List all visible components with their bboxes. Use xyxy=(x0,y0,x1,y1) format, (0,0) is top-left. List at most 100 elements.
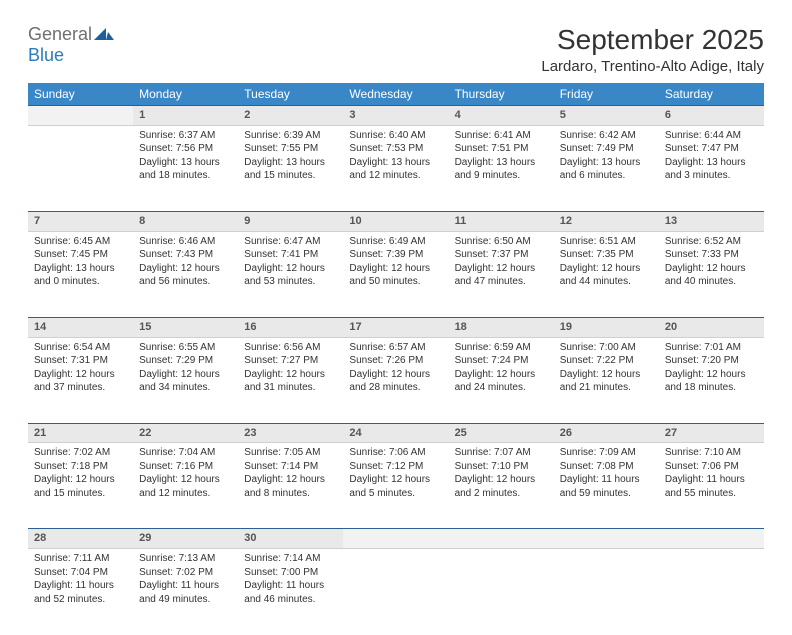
day-cell: Sunrise: 6:46 AMSunset: 7:43 PMDaylight:… xyxy=(133,231,238,317)
title-block: September 2025 Lardaro, Trentino-Alto Ad… xyxy=(541,24,764,75)
sunrise-line: Sunrise: 6:39 AM xyxy=(244,129,337,143)
sunset-line: Sunset: 7:29 PM xyxy=(139,354,232,368)
day-number-cell xyxy=(343,529,448,549)
sunset-line: Sunset: 7:18 PM xyxy=(34,460,127,474)
calendar-table: SundayMondayTuesdayWednesdayThursdayFrid… xyxy=(28,83,764,635)
day-number-cell: 30 xyxy=(238,529,343,549)
day-number-cell: 8 xyxy=(133,211,238,231)
day-number-row: 123456 xyxy=(28,106,764,126)
sunrise-line: Sunrise: 6:37 AM xyxy=(139,129,232,143)
sunrise-line: Sunrise: 6:57 AM xyxy=(349,341,442,355)
daylight-line: Daylight: 12 hours and 15 minutes. xyxy=(34,473,127,500)
day-cell: Sunrise: 6:37 AMSunset: 7:56 PMDaylight:… xyxy=(133,125,238,211)
daylight-line: Daylight: 12 hours and 47 minutes. xyxy=(455,262,548,289)
day-cell: Sunrise: 7:06 AMSunset: 7:12 PMDaylight:… xyxy=(343,443,448,529)
sunrise-line: Sunrise: 7:11 AM xyxy=(34,552,127,566)
day-header: Saturday xyxy=(659,83,764,106)
day-number-cell: 12 xyxy=(554,211,659,231)
day-cell: Sunrise: 6:50 AMSunset: 7:37 PMDaylight:… xyxy=(449,231,554,317)
sunset-line: Sunset: 7:49 PM xyxy=(560,142,653,156)
day-cell: Sunrise: 7:14 AMSunset: 7:00 PMDaylight:… xyxy=(238,549,343,635)
day-number-cell: 15 xyxy=(133,317,238,337)
day-header: Tuesday xyxy=(238,83,343,106)
day-cell xyxy=(554,549,659,635)
sunset-line: Sunset: 7:55 PM xyxy=(244,142,337,156)
daylight-line: Daylight: 12 hours and 5 minutes. xyxy=(349,473,442,500)
sunrise-line: Sunrise: 6:59 AM xyxy=(455,341,548,355)
sunset-line: Sunset: 7:22 PM xyxy=(560,354,653,368)
day-cell xyxy=(28,125,133,211)
daylight-line: Daylight: 12 hours and 40 minutes. xyxy=(665,262,758,289)
sunrise-line: Sunrise: 7:00 AM xyxy=(560,341,653,355)
day-number-cell: 10 xyxy=(343,211,448,231)
daylight-line: Daylight: 12 hours and 53 minutes. xyxy=(244,262,337,289)
sunset-line: Sunset: 7:56 PM xyxy=(139,142,232,156)
sunrise-line: Sunrise: 6:41 AM xyxy=(455,129,548,143)
day-number-cell: 29 xyxy=(133,529,238,549)
sunset-line: Sunset: 7:20 PM xyxy=(665,354,758,368)
sunrise-line: Sunrise: 6:52 AM xyxy=(665,235,758,249)
daylight-line: Daylight: 13 hours and 9 minutes. xyxy=(455,156,548,183)
day-number-row: 78910111213 xyxy=(28,211,764,231)
day-cell: Sunrise: 6:44 AMSunset: 7:47 PMDaylight:… xyxy=(659,125,764,211)
logo-word-1: General xyxy=(28,24,92,44)
daylight-line: Daylight: 12 hours and 24 minutes. xyxy=(455,368,548,395)
sunset-line: Sunset: 7:31 PM xyxy=(34,354,127,368)
day-number-cell: 24 xyxy=(343,423,448,443)
day-number-cell: 6 xyxy=(659,106,764,126)
sunrise-line: Sunrise: 6:42 AM xyxy=(560,129,653,143)
day-number-cell: 23 xyxy=(238,423,343,443)
day-cell: Sunrise: 6:52 AMSunset: 7:33 PMDaylight:… xyxy=(659,231,764,317)
day-number-cell: 9 xyxy=(238,211,343,231)
daylight-line: Daylight: 12 hours and 44 minutes. xyxy=(560,262,653,289)
logo-mark-icon xyxy=(94,26,114,45)
day-cell: Sunrise: 6:45 AMSunset: 7:45 PMDaylight:… xyxy=(28,231,133,317)
sunrise-line: Sunrise: 6:51 AM xyxy=(560,235,653,249)
sunset-line: Sunset: 7:53 PM xyxy=(349,142,442,156)
day-number-cell xyxy=(659,529,764,549)
day-cell: Sunrise: 6:56 AMSunset: 7:27 PMDaylight:… xyxy=(238,337,343,423)
daylight-line: Daylight: 12 hours and 2 minutes. xyxy=(455,473,548,500)
day-number-cell: 14 xyxy=(28,317,133,337)
logo: General Blue xyxy=(28,24,114,66)
daylight-line: Daylight: 12 hours and 18 minutes. xyxy=(665,368,758,395)
day-cell: Sunrise: 6:51 AMSunset: 7:35 PMDaylight:… xyxy=(554,231,659,317)
daylight-line: Daylight: 12 hours and 56 minutes. xyxy=(139,262,232,289)
sunrise-line: Sunrise: 7:06 AM xyxy=(349,446,442,460)
daylight-line: Daylight: 12 hours and 34 minutes. xyxy=(139,368,232,395)
sunset-line: Sunset: 7:41 PM xyxy=(244,248,337,262)
day-cell: Sunrise: 6:47 AMSunset: 7:41 PMDaylight:… xyxy=(238,231,343,317)
sunset-line: Sunset: 7:26 PM xyxy=(349,354,442,368)
day-cell: Sunrise: 6:49 AMSunset: 7:39 PMDaylight:… xyxy=(343,231,448,317)
sunset-line: Sunset: 7:24 PM xyxy=(455,354,548,368)
daylight-line: Daylight: 11 hours and 52 minutes. xyxy=(34,579,127,606)
daylight-line: Daylight: 13 hours and 18 minutes. xyxy=(139,156,232,183)
sunset-line: Sunset: 7:51 PM xyxy=(455,142,548,156)
day-number-cell: 1 xyxy=(133,106,238,126)
day-number-cell: 20 xyxy=(659,317,764,337)
sunset-line: Sunset: 7:16 PM xyxy=(139,460,232,474)
daylight-line: Daylight: 11 hours and 55 minutes. xyxy=(665,473,758,500)
day-number-cell: 18 xyxy=(449,317,554,337)
sunset-line: Sunset: 7:45 PM xyxy=(34,248,127,262)
sunset-line: Sunset: 7:35 PM xyxy=(560,248,653,262)
day-header: Wednesday xyxy=(343,83,448,106)
day-number-cell: 22 xyxy=(133,423,238,443)
sunrise-line: Sunrise: 6:56 AM xyxy=(244,341,337,355)
sunrise-line: Sunrise: 7:14 AM xyxy=(244,552,337,566)
daylight-line: Daylight: 13 hours and 12 minutes. xyxy=(349,156,442,183)
day-number-cell: 26 xyxy=(554,423,659,443)
day-number-cell xyxy=(449,529,554,549)
sunset-line: Sunset: 7:37 PM xyxy=(455,248,548,262)
day-content-row: Sunrise: 6:54 AMSunset: 7:31 PMDaylight:… xyxy=(28,337,764,423)
sunrise-line: Sunrise: 7:05 AM xyxy=(244,446,337,460)
sunrise-line: Sunrise: 6:55 AM xyxy=(139,341,232,355)
daylight-line: Daylight: 12 hours and 37 minutes. xyxy=(34,368,127,395)
sunrise-line: Sunrise: 6:46 AM xyxy=(139,235,232,249)
sunrise-line: Sunrise: 6:49 AM xyxy=(349,235,442,249)
day-number-cell: 27 xyxy=(659,423,764,443)
day-cell: Sunrise: 7:07 AMSunset: 7:10 PMDaylight:… xyxy=(449,443,554,529)
day-header: Friday xyxy=(554,83,659,106)
day-cell: Sunrise: 7:01 AMSunset: 7:20 PMDaylight:… xyxy=(659,337,764,423)
sunset-line: Sunset: 7:43 PM xyxy=(139,248,232,262)
